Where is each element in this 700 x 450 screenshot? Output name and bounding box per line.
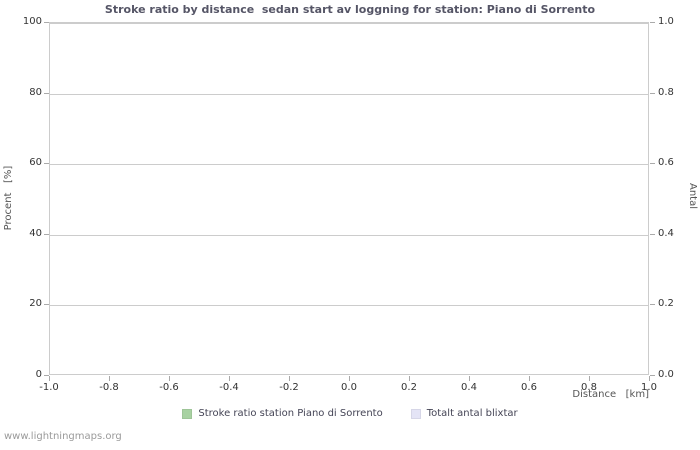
y-right-tick-mark <box>650 234 655 235</box>
x-tick-mark <box>409 376 410 381</box>
x-tick-label: 1.0 <box>641 382 657 393</box>
legend-item-stroke-ratio: Stroke ratio station Piano di Sorrento <box>182 408 383 419</box>
y-right-tick-label: 0.2 <box>658 298 674 309</box>
y-right-tick-mark <box>650 163 655 164</box>
y-left-tick-label: 40 <box>29 228 42 239</box>
plot-area <box>49 22 649 375</box>
y-right-tick-label: 0.8 <box>658 87 674 98</box>
x-tick-label: 0.4 <box>461 382 477 393</box>
x-tick-mark <box>529 376 530 381</box>
y-left-tick-label: 60 <box>29 157 42 168</box>
gridline <box>50 94 648 95</box>
x-tick-label: -0.2 <box>279 382 299 393</box>
x-tick-label: 0.8 <box>581 382 597 393</box>
y-left-tick-mark <box>44 234 49 235</box>
x-tick-mark <box>289 376 290 381</box>
legend-item-total: Totalt antal blixtar <box>410 408 518 419</box>
gridline <box>50 23 648 24</box>
chart-title: Stroke ratio by distance sedan start av … <box>104 3 596 16</box>
x-tick-label: -1.0 <box>39 382 59 393</box>
y-right-tick-label: 0.6 <box>658 157 674 168</box>
x-tick-label: -0.8 <box>99 382 119 393</box>
x-tick-mark <box>229 376 230 381</box>
y-right-tick-mark <box>650 93 655 94</box>
legend-swatch-total <box>410 408 421 419</box>
gridline <box>50 164 648 165</box>
gridline <box>50 235 648 236</box>
x-tick-label: -0.4 <box>219 382 239 393</box>
legend-label-stroke-ratio: Stroke ratio station Piano di Sorrento <box>198 408 383 419</box>
y-left-tick-mark <box>44 163 49 164</box>
y-left-tick-label: 80 <box>29 87 42 98</box>
x-tick-label: -0.6 <box>159 382 179 393</box>
x-tick-mark <box>49 376 50 381</box>
y-left-tick-mark <box>44 93 49 94</box>
y-axis-label-left-text: Procent [%] <box>3 165 14 231</box>
x-tick-label: 0.6 <box>521 382 537 393</box>
y-left-tick-label: 100 <box>22 16 42 27</box>
y-left-tick-mark <box>44 375 49 376</box>
y-left-tick-label: 20 <box>29 298 42 309</box>
y-right-tick-mark <box>650 22 655 23</box>
watermark-link: www.lightningmaps.org <box>4 431 122 442</box>
x-tick-label: 0.2 <box>401 382 417 393</box>
y-left-tick-mark <box>44 22 49 23</box>
x-tick-label: 0.0 <box>341 382 357 393</box>
y-left-tick-label: 0 <box>35 369 42 380</box>
legend-label-total: Totalt antal blixtar <box>426 408 518 419</box>
x-tick-mark <box>589 376 590 381</box>
y-right-tick-mark <box>650 375 655 376</box>
y-right-tick-label: 0.4 <box>658 228 674 239</box>
x-tick-mark <box>169 376 170 381</box>
y-right-tick-label: 1.0 <box>658 16 674 27</box>
y-left-tick-mark <box>44 304 49 305</box>
x-tick-mark <box>469 376 470 381</box>
x-tick-mark <box>349 376 350 381</box>
legend-swatch-stroke-ratio <box>182 408 193 419</box>
y-axis-label-right-text: Antal <box>687 182 698 210</box>
x-axis-label: Distance [km] <box>572 389 649 400</box>
gridline <box>50 305 648 306</box>
y-right-tick-label: 0.0 <box>658 369 674 380</box>
y-right-tick-mark <box>650 304 655 305</box>
x-tick-mark <box>649 376 650 381</box>
legend: Stroke ratio station Piano di Sorrento T… <box>0 408 700 419</box>
x-tick-mark <box>109 376 110 381</box>
